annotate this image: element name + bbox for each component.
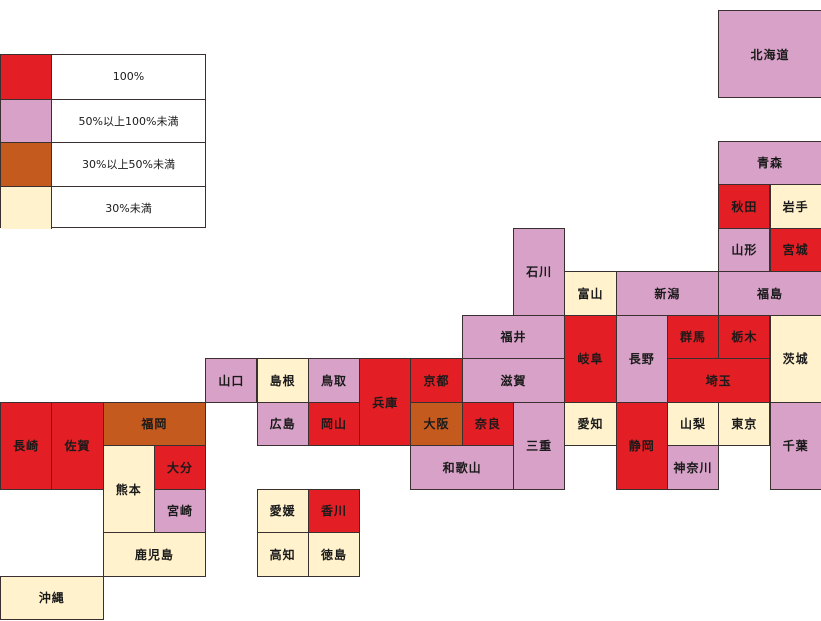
legend-swatch-50-100	[1, 99, 52, 142]
prefecture-tile: 福井	[461, 314, 566, 359]
legend-label-under-30: 30%未満	[105, 201, 152, 215]
prefecture-tile: 栃木	[718, 314, 771, 359]
prefecture-tile: 北海道	[718, 10, 821, 98]
prefecture-tile: 沖縄	[0, 575, 104, 620]
prefecture-tile: 長崎	[0, 401, 53, 490]
prefecture-tile: 茨城	[769, 314, 821, 403]
prefecture-tile: 滋賀	[461, 358, 566, 403]
prefecture-tile: 兵庫	[359, 358, 412, 446]
legend-row-100: 100%	[1, 55, 205, 99]
prefecture-tile: 福岡	[102, 401, 207, 446]
prefecture-tile: 徳島	[307, 532, 361, 577]
prefecture-tile: 新潟	[615, 271, 720, 316]
prefecture-tile: 富山	[564, 271, 617, 316]
prefecture-tile: 東京	[718, 401, 771, 446]
prefecture-tile: 神奈川	[666, 445, 720, 490]
prefecture-tile: 京都	[410, 358, 463, 403]
legend-label-100: 100%	[112, 70, 145, 84]
prefecture-tile: 鹿児島	[102, 532, 207, 577]
prefecture-tile: 和歌山	[410, 445, 514, 490]
legend-swatch-100	[1, 55, 52, 99]
prefecture-tile: 香川	[307, 488, 361, 533]
legend-swatch-under-30	[1, 186, 52, 229]
prefecture-tile: 秋田	[718, 184, 771, 229]
prefecture-tile: 宮崎	[153, 488, 207, 533]
prefecture-tile: 島根	[256, 358, 309, 403]
prefecture-tile: 群馬	[666, 314, 720, 359]
prefecture-tile: 大阪	[410, 401, 463, 446]
legend-label-50-100: 50%以上100%未満	[78, 114, 179, 128]
prefecture-tile: 熊本	[102, 445, 155, 533]
prefecture-tile: 静岡	[615, 401, 668, 490]
prefecture-tile: 大分	[153, 445, 207, 490]
prefecture-tile: 岡山	[307, 401, 361, 446]
prefecture-tile: 埼玉	[666, 358, 771, 403]
prefecture-tile: 山口	[205, 358, 258, 403]
prefecture-tile: 愛知	[564, 401, 617, 446]
legend-row-50-100: 50%以上100%未満	[1, 98, 205, 142]
prefecture-tile: 石川	[513, 227, 566, 316]
legend-row-30-50: 30%以上50%未満	[1, 142, 205, 186]
prefecture-tile: 青森	[718, 140, 821, 185]
prefecture-tile: 山梨	[666, 401, 720, 446]
prefecture-tile: 広島	[256, 401, 309, 446]
map-legend: 100% 50%以上100%未満 30%以上50%未満 30%未満	[0, 54, 206, 229]
prefecture-tile: 岐阜	[564, 314, 617, 403]
prefecture-tile: 千葉	[769, 401, 821, 490]
prefecture-tile: 岩手	[769, 184, 821, 229]
prefecture-tile: 山形	[718, 227, 771, 272]
legend-row-under-30: 30%未満	[1, 185, 205, 229]
prefecture-tile: 宮城	[769, 227, 821, 272]
prefecture-tile: 高知	[256, 532, 309, 577]
prefecture-tile: 奈良	[461, 401, 514, 446]
prefecture-tile: 福島	[718, 271, 821, 316]
legend-label-30-50: 30%以上50%未満	[82, 158, 175, 172]
prefecture-tile: 鳥取	[307, 358, 361, 403]
legend-swatch-30-50	[1, 143, 52, 186]
prefecture-tile: 佐賀	[51, 401, 104, 490]
prefecture-tile: 三重	[513, 401, 566, 490]
prefecture-tile: 愛媛	[256, 488, 309, 533]
prefecture-tile: 長野	[615, 314, 668, 403]
